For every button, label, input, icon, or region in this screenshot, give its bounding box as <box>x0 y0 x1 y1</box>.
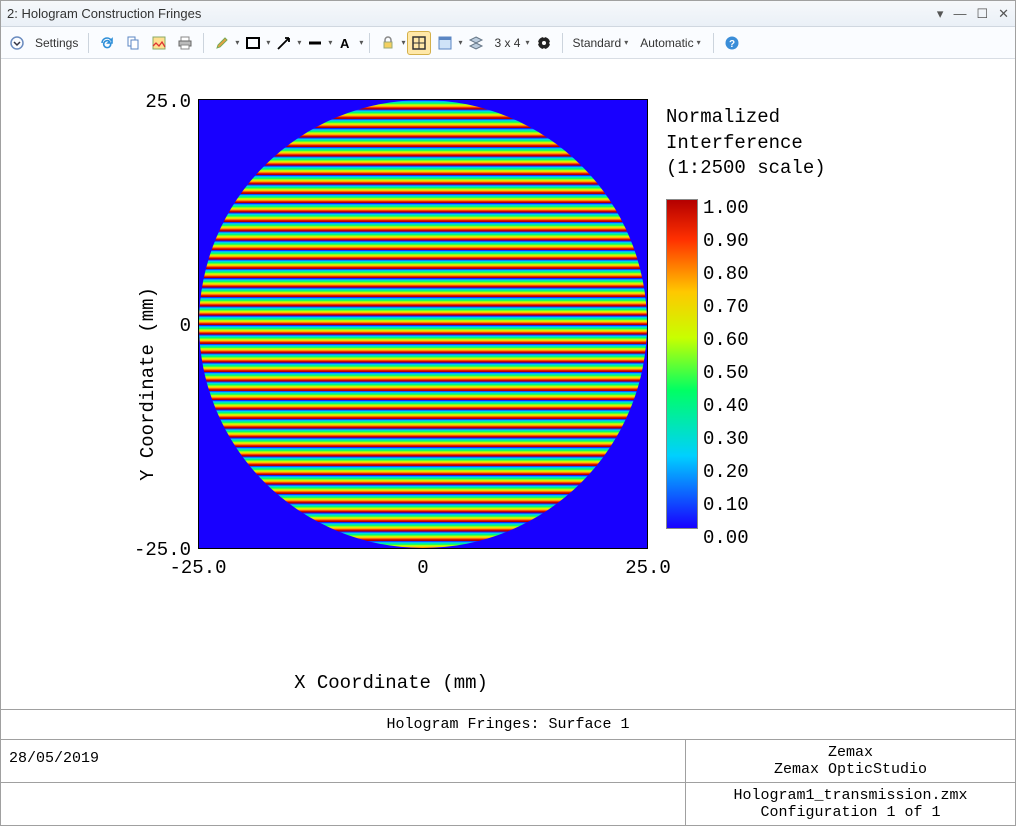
copy-button[interactable] <box>121 31 145 55</box>
vendor-name: Zemax <box>694 744 1007 761</box>
rect-tool-button[interactable] <box>241 31 265 55</box>
colorbar-tick: 0.00 <box>703 522 749 555</box>
maximize-icon[interactable]: ☐ <box>976 6 988 22</box>
text-tool-button[interactable]: A <box>334 31 358 55</box>
line-tool-button[interactable] <box>303 31 327 55</box>
grid-size-label: 3 x 4 <box>490 36 524 50</box>
pencil-tool-button[interactable] <box>210 31 234 55</box>
colorbar-tick: 0.10 <box>703 489 749 522</box>
arrow-caret-icon[interactable]: ▾ <box>297 38 301 47</box>
grid-view-button[interactable] <box>407 31 431 55</box>
x-tick: 25.0 <box>625 557 671 579</box>
target-button[interactable] <box>532 31 556 55</box>
plot-title: Hologram Fringes: Surface 1 <box>1 710 1015 740</box>
text-caret-icon[interactable]: ▾ <box>359 38 363 47</box>
line-caret-icon[interactable]: ▾ <box>328 38 332 47</box>
footer-panel: Hologram Fringes: Surface 1 28/05/2019 Z… <box>1 709 1015 825</box>
standard-dropdown-label: Standard <box>573 36 622 50</box>
svg-text:A: A <box>340 36 350 51</box>
save-image-button[interactable] <box>147 31 171 55</box>
product-name: Zemax OpticStudio <box>694 761 1007 778</box>
y-tick: 0 <box>136 315 191 337</box>
lock-button[interactable] <box>376 31 400 55</box>
file-name: Hologram1_transmission.zmx <box>694 787 1007 804</box>
colorbar-tick: 0.80 <box>703 258 749 291</box>
grid-size-caret-icon[interactable]: ▾ <box>525 38 529 47</box>
rect-caret-icon[interactable]: ▾ <box>266 38 270 47</box>
colorbar-tick: 0.20 <box>703 456 749 489</box>
layers-button[interactable] <box>464 31 488 55</box>
footer-empty <box>1 783 685 825</box>
content-area: Y Coordinate (mm) 25.0 0 -25.0 -25.0 0 2… <box>1 59 1015 825</box>
toolbar: Settings ▾ ▾ ▾ ▾ A <box>1 27 1015 59</box>
automatic-dropdown-label: Automatic <box>640 36 693 50</box>
colorbar <box>666 199 698 529</box>
plot-box <box>198 99 648 549</box>
arrow-tool-button[interactable] <box>272 31 296 55</box>
y-tick: 25.0 <box>136 91 191 113</box>
plot-area: Y Coordinate (mm) 25.0 0 -25.0 -25.0 0 2… <box>1 59 1015 709</box>
x-tick: -25.0 <box>169 557 226 579</box>
colorbar-tick: 0.30 <box>703 423 749 456</box>
refresh-button[interactable] <box>95 31 119 55</box>
x-axis-label: X Coordinate (mm) <box>294 672 488 694</box>
x-tick: 0 <box>417 557 428 579</box>
window-layout-caret-icon[interactable]: ▾ <box>458 38 462 47</box>
colorbar-tick: 0.40 <box>703 390 749 423</box>
close-icon[interactable]: ✕ <box>998 6 1009 22</box>
colorbar-tick: 0.50 <box>703 357 749 390</box>
colorbar-tick: 0.90 <box>703 225 749 258</box>
window-frame: 2: Hologram Construction Fringes ▾ — ☐ ✕… <box>0 0 1016 826</box>
window-layout-button[interactable] <box>433 31 457 55</box>
print-button[interactable] <box>173 31 197 55</box>
minimize-icon[interactable]: — <box>953 6 966 21</box>
svg-text:?: ? <box>729 39 735 50</box>
settings-label[interactable]: Settings <box>31 36 82 50</box>
footer-date: 28/05/2019 <box>1 740 685 782</box>
colorbar-tick: 0.70 <box>703 291 749 324</box>
colorbar-tick: 0.60 <box>703 324 749 357</box>
pencil-caret-icon[interactable]: ▾ <box>235 38 239 47</box>
titlebar: 2: Hologram Construction Fringes ▾ — ☐ ✕ <box>1 1 1015 27</box>
fringe-circle <box>199 100 647 548</box>
automatic-dropdown[interactable]: Automatic ▾ <box>636 36 706 50</box>
settings-expand-button[interactable] <box>5 31 29 55</box>
legend-title: Normalized Interference (1:2500 scale) <box>666 105 826 182</box>
standard-dropdown[interactable]: Standard ▾ <box>569 36 635 50</box>
help-button[interactable]: ? <box>720 31 744 55</box>
window-title: 2: Hologram Construction Fringes <box>7 6 201 21</box>
config-label: Configuration 1 of 1 <box>694 804 1007 821</box>
colorbar-tick: 1.00 <box>703 192 749 225</box>
window-controls: ▾ — ☐ ✕ <box>937 6 1009 22</box>
dropdown-caret-icon[interactable]: ▾ <box>937 6 944 22</box>
colorbar-ticks: 1.000.900.800.700.600.500.400.300.200.10… <box>703 192 749 555</box>
lock-caret-icon[interactable]: ▾ <box>401 38 405 47</box>
